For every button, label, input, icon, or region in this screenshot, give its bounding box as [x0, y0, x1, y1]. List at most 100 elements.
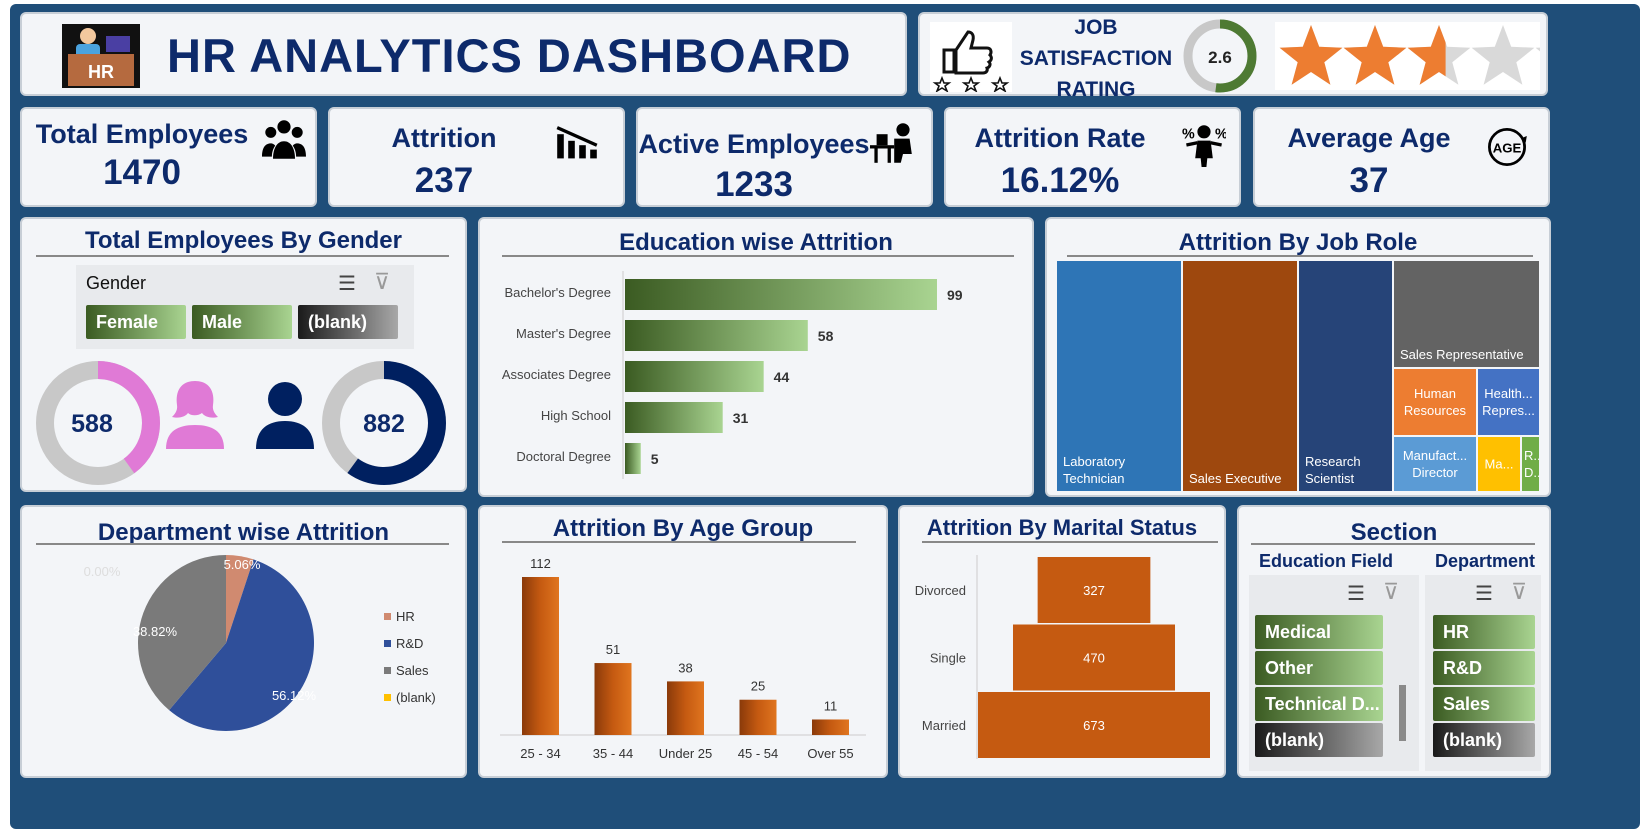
svg-text:%: %	[1182, 126, 1195, 142]
multi-select-icon[interactable]: ☰	[338, 273, 356, 295]
age-bar	[594, 663, 632, 735]
female-count: 588	[71, 410, 113, 438]
education-title-underline	[502, 255, 1014, 257]
hr-logo-text: HR	[88, 62, 114, 82]
kpi-card-0: Total Employees 1470	[20, 107, 317, 207]
edu-field-scrollbar[interactable]	[1399, 685, 1406, 741]
marital-bar	[978, 692, 1210, 758]
people-group-icon	[262, 120, 306, 159]
age-bar	[667, 681, 704, 735]
edu-clear-filter-icon[interactable]: ⊽	[1383, 579, 1400, 604]
pie-legend-marker	[384, 694, 391, 701]
treemap-label: Health... Repres...	[1482, 386, 1535, 418]
kpi-label: Total Employees	[35, 119, 249, 149]
age-bar	[522, 577, 559, 735]
age-bar	[739, 699, 777, 735]
marital-category-label: Married	[922, 718, 966, 733]
age-title-underline	[502, 541, 856, 543]
male-donut: 882	[322, 361, 446, 485]
pie-legend-label: R&D	[396, 636, 423, 651]
edu-bar	[625, 279, 937, 310]
section-title-underline	[1251, 543, 1535, 545]
gender-title-underline	[36, 255, 449, 257]
edu-value-label: 99	[947, 287, 963, 303]
treemap-tile: Manufact... Director	[1394, 437, 1476, 491]
star-fill-0	[1279, 25, 1343, 85]
education-card: Education wise Attrition Bachelor's Degr…	[478, 217, 1034, 497]
treemap-label: Research Scientist	[1305, 454, 1361, 486]
male-icon	[256, 382, 314, 449]
department-card: Department wise Attrition 5.06% 56.12% 38.…	[20, 505, 467, 778]
dept-option-blank[interactable]: (blank)	[1433, 723, 1535, 757]
svg-text:AGE: AGE	[1493, 141, 1522, 156]
edu-bar	[625, 361, 764, 392]
age-card: Attrition By Age Group 112 25 - 34 51 35 - …	[478, 505, 888, 778]
star-rating	[1275, 22, 1599, 90]
pie-slice	[169, 559, 315, 731]
kpi-card-2: Active Employees 1233	[636, 107, 933, 207]
edu-field-option-technical[interactable]: Technical D...	[1255, 687, 1383, 721]
age-category-label: Under 25	[659, 746, 712, 761]
pie-legend-label: (blank)	[396, 690, 436, 705]
kpi-value: 16.12%	[1000, 161, 1120, 200]
dept-option-rnd[interactable]: R&D	[1433, 651, 1535, 685]
marital-title-underline	[922, 541, 1218, 543]
edu-category-label: Associates Degree	[502, 367, 611, 382]
clear-filter-icon[interactable]: ⊽	[374, 269, 391, 294]
attrition-bars-icon	[556, 126, 598, 159]
treemap-tile: Ma...	[1478, 437, 1520, 491]
gender-option-male[interactable]: Male	[192, 305, 292, 339]
edu-value-label: 44	[774, 369, 790, 385]
department-chart-title: Department wise Attrition	[97, 519, 390, 546]
age-value-label: 38	[678, 660, 692, 675]
worker-at-desk-icon	[870, 123, 912, 163]
gender-slicer-title: Gender	[86, 273, 147, 293]
edu-field-option-other[interactable]: Other	[1255, 651, 1383, 685]
section-title: Section	[1350, 519, 1438, 546]
pie-data-label: 0.00%	[84, 564, 121, 579]
treemap-label: Sales Representative	[1400, 347, 1524, 362]
edu-category-label: High School	[541, 408, 611, 423]
pie-slice	[138, 555, 226, 711]
kpi-label: Average Age	[1287, 123, 1451, 153]
edu-multi-select-icon[interactable]: ☰	[1347, 583, 1365, 605]
jobrole-treemap: Laboratory Technician Sales Executive Rese…	[1057, 261, 1539, 491]
pie-data-label: 5.06%	[224, 557, 261, 572]
kpi-label: Attrition	[391, 123, 497, 153]
kpi-label: Attrition Rate	[974, 123, 1146, 153]
department-slicer-title: Department	[1435, 551, 1536, 571]
treemap-tile: Research Scientist	[1299, 261, 1392, 491]
age-value-label: 51	[606, 642, 620, 657]
edu-category-label: Doctoral Degree	[516, 449, 611, 464]
department-slicer: ☰ ⊽ HR R&D Sales (blank)	[1425, 575, 1541, 771]
treemap-label: Sales Executive	[1189, 471, 1282, 486]
dept-clear-filter-icon[interactable]: ⊽	[1511, 579, 1528, 604]
treemap-label: Laboratory Technician	[1063, 454, 1126, 486]
percent-person-icon: %%	[1182, 125, 1226, 167]
edu-bar	[625, 443, 641, 474]
treemap-label: Manufact... Director	[1402, 448, 1468, 480]
treemap-tile: Sales Executive	[1183, 261, 1297, 491]
gender-option-female[interactable]: Female	[86, 305, 186, 339]
pie-legend-marker	[384, 613, 391, 620]
age-icon: AGE	[1488, 128, 1527, 166]
edu-field-option-medical[interactable]: Medical	[1255, 615, 1383, 649]
job-satisfaction-card: JOB SATISFACTION RATING 2.6	[918, 12, 1599, 101]
star-fill-2	[1407, 25, 1446, 85]
age-category-label: 35 - 44	[593, 746, 633, 761]
pie-legend-marker	[384, 667, 391, 674]
pie-data-label: 38.82%	[133, 624, 178, 639]
gender-chart-title: Total Employees By Gender	[85, 227, 402, 254]
age-value-label: 112	[530, 556, 551, 571]
dept-option-hr[interactable]: HR	[1433, 615, 1535, 649]
gender-card: Total Employees By Gender Gender ☰ ⊽ Fem…	[20, 217, 467, 492]
job-satisfaction-gauge: 2.6	[1183, 19, 1257, 93]
dept-multi-select-icon[interactable]: ☰	[1475, 583, 1493, 605]
dept-option-sales[interactable]: Sales	[1433, 687, 1535, 721]
marital-card: Attrition By Marital Status 327 Divorced 4…	[898, 505, 1226, 778]
edu-field-option-blank[interactable]: (blank)	[1255, 723, 1383, 757]
gender-slicer: Gender ☰ ⊽ Female Male (blank)	[76, 265, 414, 349]
gender-option-blank[interactable]: (blank)	[298, 305, 398, 339]
marital-chart-title: Attrition By Marital Status	[926, 515, 1198, 540]
marital-value-label: 327	[1083, 583, 1105, 598]
